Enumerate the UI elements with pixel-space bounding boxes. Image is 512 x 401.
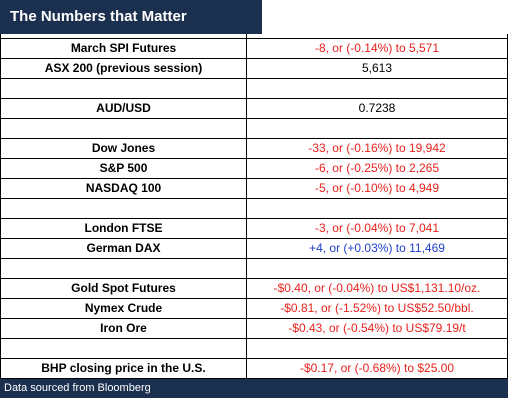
table: March SPI Futures -8, or (-0.14%) to 5,57… (0, 34, 508, 379)
spacer-row (1, 199, 507, 219)
data-row: S&P 500 -6, or (-0.25%) to 2,265 (1, 159, 507, 179)
row-label: Gold Spot Futures (1, 279, 247, 298)
data-row: NASDAQ 100 -5, or (-0.10%) to 4,949 (1, 179, 507, 199)
spacer-cell (1, 199, 247, 218)
spacer-cell (1, 339, 247, 358)
row-value: -6, or (-0.25%) to 2,265 (314, 161, 440, 175)
spacer-cell (1, 79, 247, 98)
row-value: -33, or (-0.16%) to 19,942 (308, 141, 446, 155)
spacer-cell (247, 259, 507, 278)
row-value: +4, or (+0.03%) to 11,469 (309, 241, 445, 255)
row-label: Iron Ore (1, 319, 247, 338)
spacer-cell (247, 119, 507, 138)
spacer-cell (1, 119, 247, 138)
data-row: German DAX +4, or (+0.03%) to 11,469 (1, 239, 507, 259)
row-value: -$0.43, or (-0.54%) to US$79.19/t (288, 321, 466, 335)
spacer-cell (1, 34, 247, 38)
row-value: -8, or (-0.14%) to 5,571 (314, 41, 440, 55)
spacer-row (1, 339, 507, 359)
row-label: Dow Jones (1, 139, 247, 158)
row-label: Nymex Crude (1, 299, 247, 318)
row-label: ASX 200 (previous session) (1, 59, 247, 78)
row-value: -$0.81, or (-1.52%) to US$52.50/bbl. (280, 301, 474, 315)
data-row: Nymex Crude -$0.81, or (-1.52%) to US$52.… (1, 299, 507, 319)
row-value: -5, or (-0.10%) to 4,949 (314, 181, 440, 195)
row-label: AUD/USD (1, 99, 247, 118)
data-row: Gold Spot Futures -$0.40, or (-0.04%) to … (1, 279, 507, 299)
row-label: BHP closing price in the U.S. (1, 359, 247, 378)
footer: Data sourced from Bloomberg (0, 379, 508, 398)
data-row: AUD/USD 0.7238 (1, 99, 507, 119)
spacer-cell (247, 34, 507, 38)
data-row: ASX 200 (previous session) 5,613 (1, 59, 507, 79)
row-value: 0.7238 (358, 101, 396, 115)
data-row: Iron Ore -$0.43, or (-0.54%) to US$79.19/… (1, 319, 507, 339)
spacer-row (1, 79, 507, 99)
spacer-row (1, 119, 507, 139)
row-label: NASDAQ 100 (1, 179, 247, 198)
spacer-cell (1, 259, 247, 278)
row-value: 5,613 (361, 61, 393, 75)
row-value: -$0.40, or (-0.04%) to US$1,131.10/oz. (273, 281, 481, 295)
spacer-cell (247, 339, 507, 358)
data-row: BHP closing price in the U.S. -$0.17, or … (1, 359, 507, 379)
row-label: March SPI Futures (1, 39, 247, 58)
row-label: London FTSE (1, 219, 247, 238)
data-row: Dow Jones -33, or (-0.16%) to 19,942 (1, 139, 507, 159)
data-row: London FTSE -3, or (-0.04%) to 7,041 (1, 219, 507, 239)
spacer-cell (247, 199, 507, 218)
spacer-row (1, 259, 507, 279)
row-value: -3, or (-0.04%) to 7,041 (314, 221, 440, 235)
row-value: -$0.17, or (-0.68%) to $25.00 (299, 361, 455, 375)
row-label: S&P 500 (1, 159, 247, 178)
row-label: German DAX (1, 239, 247, 258)
spacer-row (1, 34, 507, 39)
spacer-cell (247, 79, 507, 98)
title: The Numbers that Matter (0, 0, 262, 34)
data-row: March SPI Futures -8, or (-0.14%) to 5,57… (1, 39, 507, 59)
